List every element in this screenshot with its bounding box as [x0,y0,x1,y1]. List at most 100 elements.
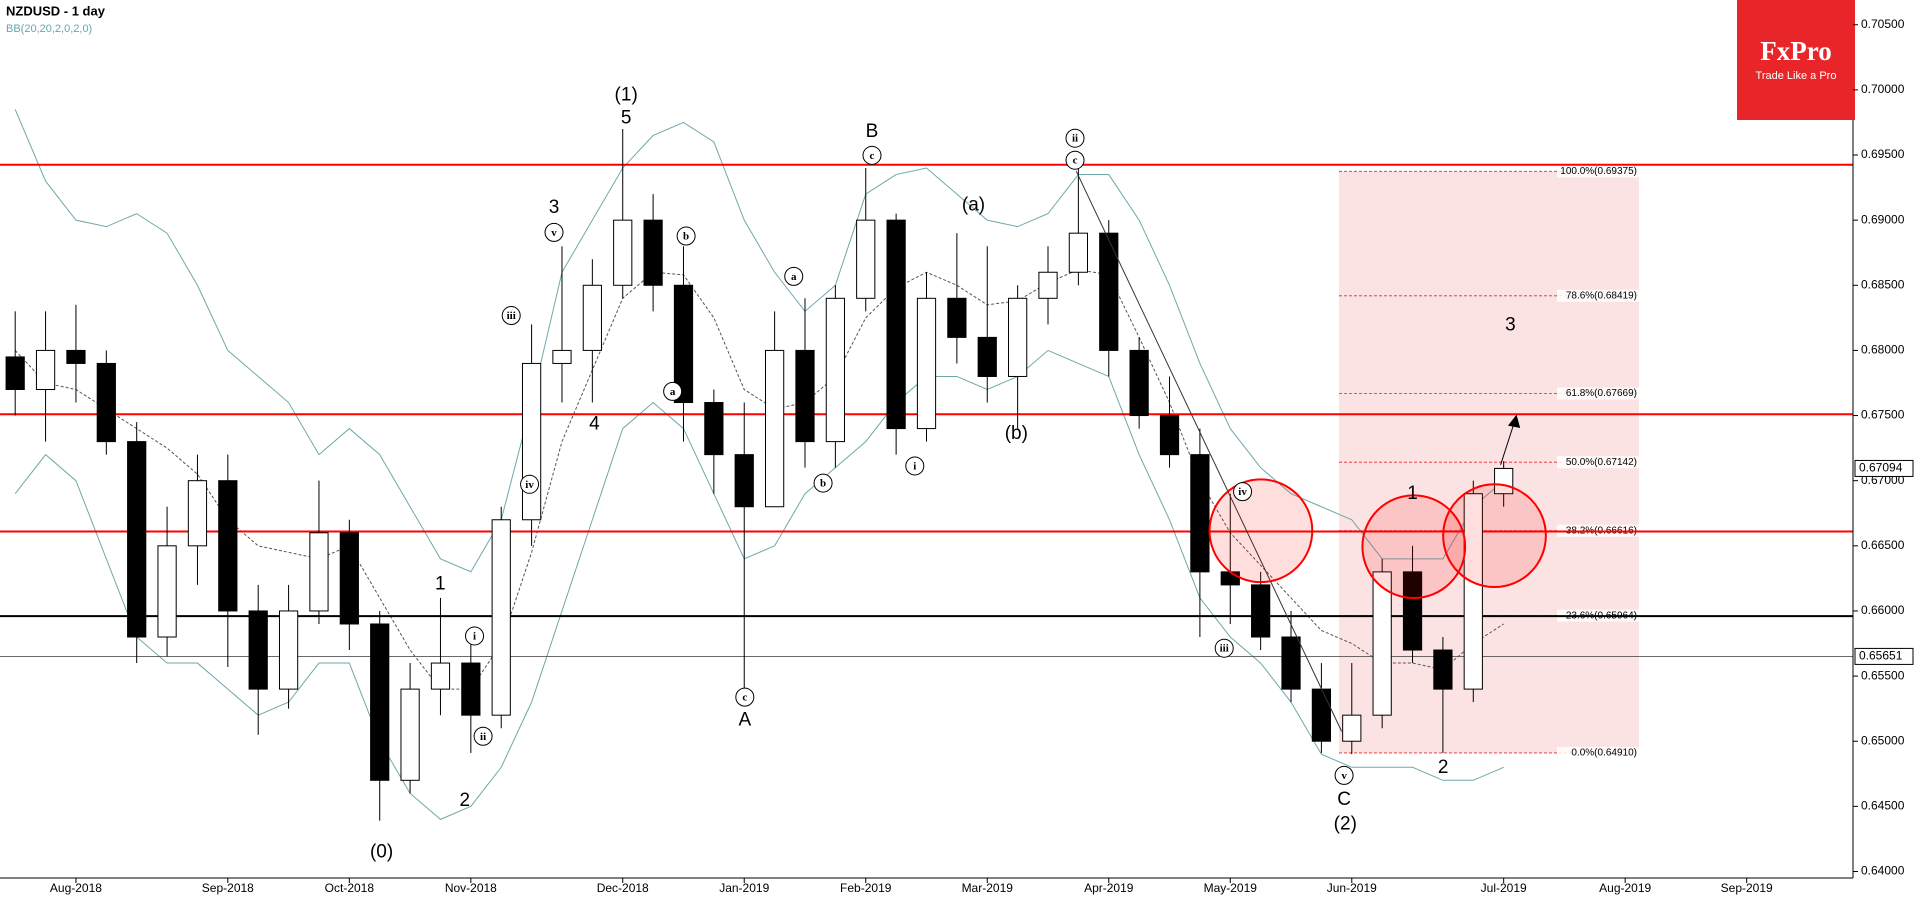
wave-label: (a) [962,194,985,215]
plot: 100.0%(0.69375) 78.6%(0.68419) 61.8%(0.676… [0,84,1853,862]
x-tick-label: Sep-2019 [1721,881,1773,895]
logo-name: FxPro [1760,36,1831,66]
highlight-circle [1361,494,1467,600]
wave-label: c [1073,155,1078,167]
y-tick-label: 0.65500 [1861,668,1905,682]
candle-body [1159,415,1180,456]
candle-body [96,362,116,443]
wave-circle [520,474,540,494]
wave-circle [1065,150,1085,170]
wave-label: ii [480,731,486,743]
candle-body [704,402,724,456]
candle-body [795,349,815,443]
candle-body [1402,571,1423,651]
x-tick-label: Feb-2019 [840,881,892,895]
candle-body [1251,584,1271,638]
x-tick-label: Sep-2018 [202,881,254,895]
wave-label: c [742,692,747,704]
fib-label-bg [1557,746,1639,759]
candle-body [127,441,147,638]
wave-label: A [738,709,751,730]
wave-circle [862,145,882,165]
wave-label: B [866,121,879,142]
y-tick-label: 0.68000 [1861,343,1905,357]
wave-circle [905,456,925,476]
x-tick-label: Apr-2019 [1084,881,1134,895]
candle-body [218,480,238,612]
x-tick-label: May-2019 [1204,881,1258,895]
wave-label: b [683,231,689,243]
wave-circle [501,306,521,326]
y-tick-label: 0.69500 [1861,147,1905,161]
wave-label: 1 [435,574,446,595]
y-tick-label: 0.64500 [1861,799,1905,813]
highlight-circle [1442,483,1547,589]
candle-body [370,623,390,781]
wave-label: 3 [549,197,560,218]
candle-body [1372,571,1392,716]
fib-label-bg [1557,165,1639,178]
wave-circle [1233,482,1253,502]
candle-body [1068,232,1088,273]
wave-label: 3 [1505,314,1516,335]
fib-label: 50.0%(0.67142) [1566,457,1637,468]
fib-label: 78.6%(0.68419) [1566,290,1637,301]
trend-line [1075,171,1343,732]
candle-body [1342,714,1362,742]
candle-body [734,454,754,508]
y-tick-label: 0.68500 [1861,277,1905,291]
candle-body [5,356,25,390]
candle-body [856,219,876,299]
x-tick-label: Mar-2019 [962,881,1014,895]
price-box [1854,459,1914,477]
wave-circle [676,226,696,246]
wave-label: v [1341,770,1347,782]
wave-label: iii [1220,643,1229,655]
y-tick-label: 0.66500 [1861,538,1905,552]
wave-label: iii [507,310,516,322]
candle-body [1281,636,1301,690]
candle-body [825,297,845,443]
x-tick-label: Aug-2019 [1599,881,1651,895]
candle-body [278,610,299,690]
fib-label: 61.8%(0.67669) [1566,388,1637,399]
candle-body [1099,232,1119,351]
fib-label-bg [1557,456,1639,469]
candle-body [187,480,208,547]
wave-label: i [913,460,916,472]
candle-body [491,519,511,716]
candle-body [916,297,937,430]
candle-body [947,297,967,338]
wave-label: ii [1072,133,1078,145]
candle-body [613,219,633,286]
wave-label: b [820,478,826,490]
y-tick-label: 0.69000 [1861,212,1905,226]
fib-label: 0.0%(0.64910) [1571,748,1637,759]
bollinger-lower [14,349,1504,820]
wave-label: (1) [615,84,638,105]
wave-label: 2 [459,790,470,811]
candle-body [673,284,694,404]
projection-arrow [1500,423,1515,465]
candle-body [1129,349,1149,417]
wave-label: c [870,150,875,162]
candle-body [1494,467,1514,495]
candle-body [66,349,86,364]
wave-label: a [791,271,797,283]
highlight-circle [1208,478,1314,584]
fib-label-bg [1557,289,1639,302]
wave-circle [473,726,493,746]
price-box [1854,647,1914,665]
wave-label: iv [525,479,534,491]
bollinger-upper [14,109,1504,573]
candle-body [339,532,359,625]
candle-body [1463,493,1483,690]
candle-body [521,362,542,521]
wave-circle [813,473,833,493]
wave-label: 4 [589,413,600,434]
wave-circle [1334,765,1354,785]
candle-body [248,610,268,690]
arrow-head [1507,414,1521,429]
chart-title: NZDUSD - 1 day [6,3,106,18]
